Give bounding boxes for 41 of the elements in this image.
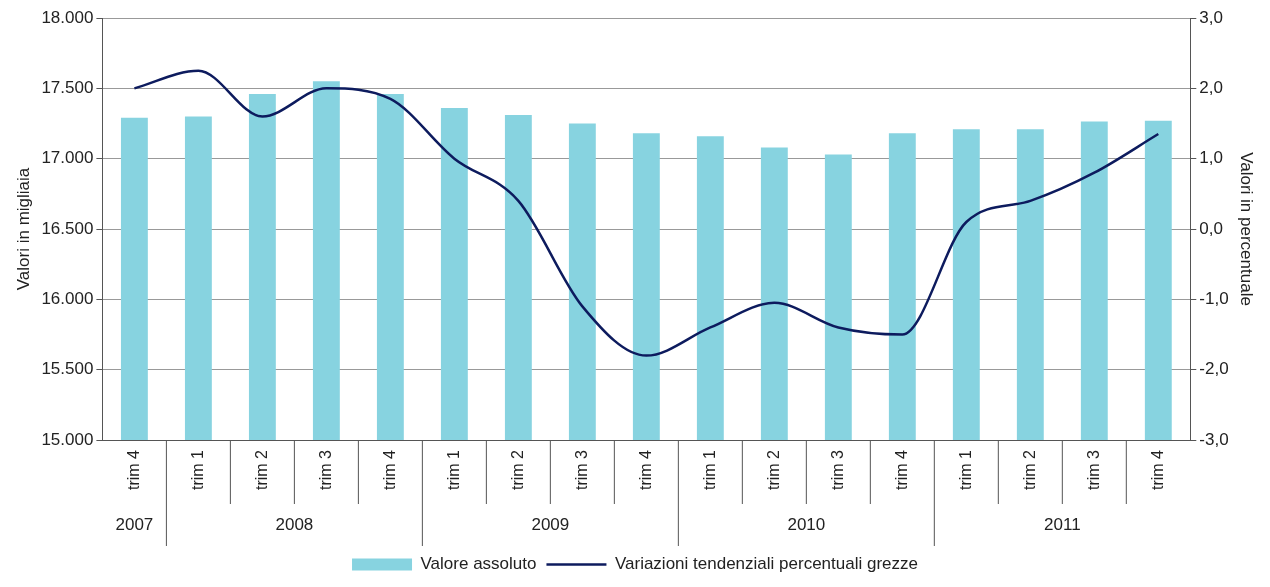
x-tick-label: trim 4: [1148, 449, 1166, 490]
x-tick-label: trim 1: [444, 449, 462, 490]
text: 2011: [1044, 514, 1081, 534]
x-tick-label: trim 2: [508, 449, 526, 490]
text: 2007: [115, 514, 154, 534]
y-tick-label: 15.000: [41, 429, 94, 449]
y2-tick-label: -2,0: [1199, 359, 1229, 379]
legend-label: Valore assoluto: [420, 554, 537, 574]
y-tick-label: 16.000: [41, 289, 94, 309]
x-tick-label: trim 1: [188, 449, 206, 490]
x-tick-label: trim 4: [892, 449, 910, 490]
y2-tick-label: -3,0: [1199, 429, 1229, 449]
legend-label: Variazioni tendenziali percentuali grezze: [614, 554, 918, 574]
y2-tick-label: 2,0: [1199, 78, 1223, 98]
y-tick-label: 16.500: [41, 218, 94, 238]
x-tick-label: trim 3: [572, 449, 590, 490]
text: 2010: [787, 514, 826, 534]
x-tick-label: trim 2: [1020, 449, 1038, 490]
x-tick-label: trim 4: [636, 449, 654, 490]
text: 2009: [531, 514, 570, 534]
y-tick-label: 17.000: [41, 148, 94, 168]
y2-tick-label: 0,0: [1199, 218, 1223, 238]
x-tick-label: trim 3: [316, 449, 334, 490]
x-tick-label: trim 2: [252, 449, 270, 490]
x-tick-label: trim 2: [764, 449, 782, 490]
line-series: [133, 69, 1160, 357]
y2-tick-label: 1,0: [1199, 148, 1223, 168]
x-tick-label: trim 3: [828, 449, 846, 490]
y2-tick-label: 3,0: [1199, 7, 1223, 27]
y2-tick-label: -1,0: [1199, 289, 1229, 309]
x-tick-label: trim 4: [124, 449, 142, 490]
y2-axis-title: Valori in percentuale: [1237, 152, 1257, 306]
x-tick-label: trim 3: [1084, 449, 1102, 490]
x-tick-label: trim 4: [380, 449, 398, 490]
x-tick-label: trim 1: [956, 449, 974, 490]
y-axis-title: Valori in migliaia: [13, 167, 33, 291]
text: 2008: [275, 514, 314, 534]
y-tick-label: 15.500: [41, 359, 94, 379]
x-tick-label: trim 1: [700, 449, 718, 490]
y-tick-label: 18.000: [41, 7, 94, 27]
y-tick-label: 17.500: [41, 78, 94, 98]
